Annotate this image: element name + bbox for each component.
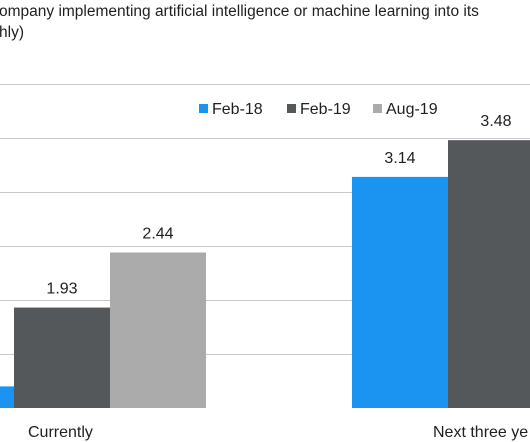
data-label-aug-19-0: 2.44 xyxy=(142,225,173,242)
chart-title: ompany implementing artificial intellige… xyxy=(0,3,479,41)
data-label-feb-18-1: 3.14 xyxy=(384,150,415,167)
category-axis: Currently Next three ye xyxy=(28,424,528,441)
data-label-feb-19-1: 3.48 xyxy=(480,113,511,130)
bar-feb-19-0 xyxy=(14,307,110,408)
chart-title-line-2: hly) xyxy=(0,24,24,41)
data-label-feb-19-0: 1.93 xyxy=(46,281,77,298)
bar-feb-18-1 xyxy=(352,176,448,408)
bar-feb-19-1 xyxy=(448,140,530,408)
bar-feb-18-0 xyxy=(0,386,14,408)
legend-swatch-aug-19 xyxy=(373,104,382,113)
category-label-1: Next three ye xyxy=(433,424,528,441)
bars xyxy=(0,140,530,408)
category-label-0: Currently xyxy=(28,424,93,441)
chart-title-line-1: ompany implementing artificial intellige… xyxy=(0,3,479,20)
legend-label-feb-19: Feb-19 xyxy=(300,101,351,118)
legend-swatch-feb-19 xyxy=(287,104,296,113)
legend-swatch-feb-18 xyxy=(199,104,208,113)
legend: Feb-18 Feb-19 Aug-19 xyxy=(199,101,438,118)
legend-label-feb-18: Feb-18 xyxy=(212,101,263,118)
legend-label-aug-19: Aug-19 xyxy=(386,101,438,118)
bar-aug-19-0 xyxy=(110,252,206,408)
data-labels: 3.14 1.93 3.48 2.44 xyxy=(46,113,511,297)
